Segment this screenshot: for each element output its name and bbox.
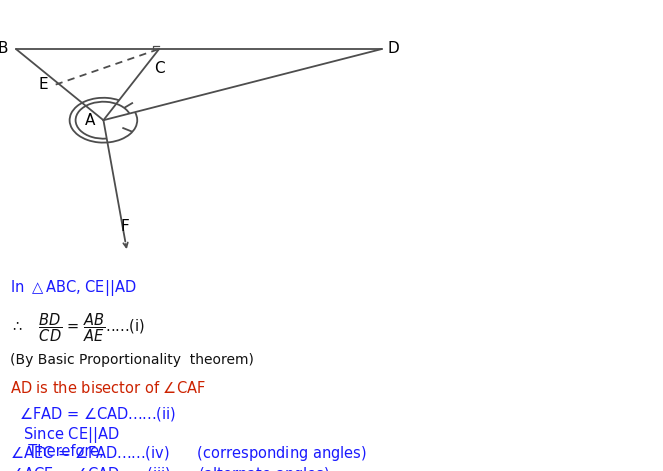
Text: $\angle$AEC = $\angle$FAD......(iv)      (corresponding angles): $\angle$AEC = $\angle$FAD......(iv) (cor… bbox=[10, 445, 367, 463]
Text: C: C bbox=[154, 61, 164, 76]
Text: AD is the bisector of $\angle$CAF: AD is the bisector of $\angle$CAF bbox=[10, 380, 206, 396]
Text: (By Basic Proportionality  theorem): (By Basic Proportionality theorem) bbox=[10, 353, 254, 367]
Text: Therefore,: Therefore, bbox=[19, 444, 103, 459]
Text: D: D bbox=[388, 41, 400, 57]
Text: $\angle$ACE = $\angle$CAD......(iii)      (alternate angles): $\angle$ACE = $\angle$CAD......(iii) (al… bbox=[10, 465, 330, 471]
Text: Since CE$||$AD: Since CE$||$AD bbox=[19, 425, 119, 446]
Text: $\therefore$   $\dfrac{BD}{CD}$ = $\dfrac{AB}{AE}$.....(i): $\therefore$ $\dfrac{BD}{CD}$ = $\dfrac{… bbox=[10, 311, 145, 344]
Text: In $\triangle$ABC, CE$||$AD: In $\triangle$ABC, CE$||$AD bbox=[10, 278, 137, 298]
Text: F: F bbox=[121, 219, 130, 234]
Text: $\angle$FAD = $\angle$CAD......(ii): $\angle$FAD = $\angle$CAD......(ii) bbox=[19, 405, 176, 422]
Text: B: B bbox=[0, 41, 8, 57]
Text: E: E bbox=[38, 77, 48, 92]
Text: A: A bbox=[85, 113, 95, 128]
